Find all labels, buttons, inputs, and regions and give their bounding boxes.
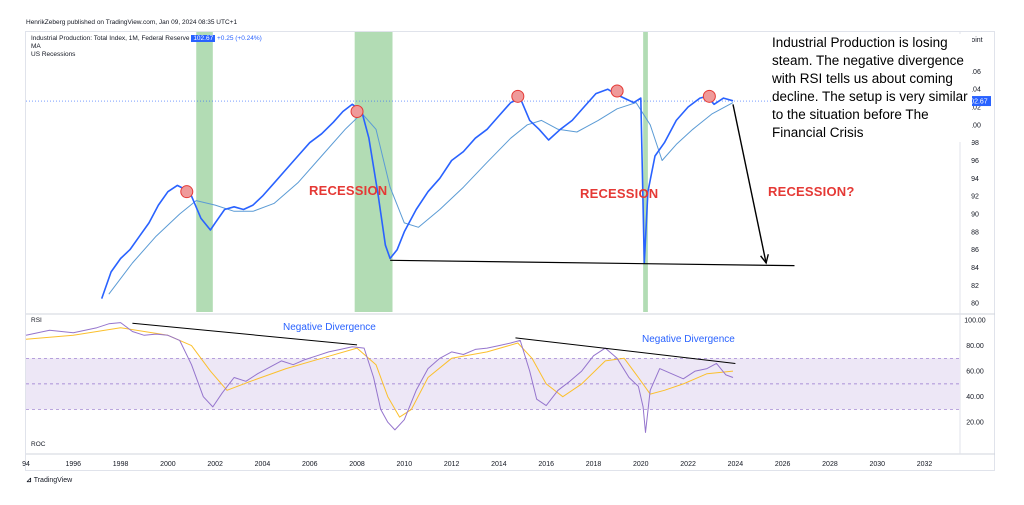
series-name: Industrial Production: Total Index, 1M, … xyxy=(31,35,190,42)
y-tick-label: 94 xyxy=(971,176,979,183)
change-value: +0.25 (+0.24%) xyxy=(217,35,262,42)
roc-legend: ROC xyxy=(31,441,46,448)
recession-label-2008: RECESSION xyxy=(309,183,388,198)
rsi-tick-label: 20.00 xyxy=(966,420,984,427)
y-tick-label: 90 xyxy=(971,211,979,218)
y-tick-label: 84 xyxy=(971,265,979,272)
x-tick-label: 1998 xyxy=(113,461,129,468)
x-tick-label: 2006 xyxy=(302,461,318,468)
recessions-legend: US Recessions xyxy=(31,51,76,58)
rsi-band xyxy=(26,358,960,410)
tradingview-brand: ⊿ TradingView xyxy=(26,476,72,484)
x-tick-label: 2010 xyxy=(397,461,413,468)
last-price-tag xyxy=(963,96,991,107)
y-tick-label: 86 xyxy=(971,247,979,254)
rsi-tick-label: 40.00 xyxy=(966,394,984,401)
y-tick-label: 88 xyxy=(971,229,979,236)
divergence-label-2008: Negative Divergence xyxy=(283,322,376,333)
y-tick-label: 80 xyxy=(971,301,979,308)
rsi-ma-line xyxy=(25,327,734,418)
peak-marker xyxy=(511,89,525,103)
commentary-note: Industrial Production is losing steam. T… xyxy=(772,34,972,142)
x-tick-label: 2002 xyxy=(207,461,223,468)
x-tick-label: 2020 xyxy=(633,461,649,468)
y-tick-label: 102 xyxy=(969,105,981,112)
x-tick-label: 2032 xyxy=(917,461,933,468)
rsi-tick-label: 100.00 xyxy=(964,318,986,325)
divergence-line xyxy=(132,322,358,346)
y-tick-label: 92 xyxy=(971,194,979,201)
y-tick-label: 100 xyxy=(969,122,981,129)
decline-arrow-shaft xyxy=(732,104,767,264)
recession-band xyxy=(643,32,648,312)
x-tick-label: 2014 xyxy=(491,461,507,468)
tradingview-logo-icon: ⊿ xyxy=(26,477,32,484)
peak-marker xyxy=(702,89,716,103)
divergence-label-2023: Negative Divergence xyxy=(642,334,735,345)
x-tick-label: 1996 xyxy=(66,461,82,468)
x-tick-label: 2012 xyxy=(444,461,460,468)
series-legend: Industrial Production: Total Index, 1M, … xyxy=(31,35,262,42)
rsi-tick-label: 60.00 xyxy=(966,369,984,376)
y-tick-label: 104 xyxy=(969,87,981,94)
x-tick-label: 2018 xyxy=(586,461,602,468)
recession-label-2020: RECESSION xyxy=(580,186,659,201)
rsi-tick-label: 80.00 xyxy=(966,343,984,350)
divergence-line xyxy=(515,337,736,364)
y-tick-label: 82 xyxy=(971,283,979,290)
axis-unit-label: point xyxy=(967,37,982,44)
support-line xyxy=(390,259,795,267)
x-tick-label: 2030 xyxy=(869,461,885,468)
x-tick-label: 2028 xyxy=(822,461,838,468)
peak-marker xyxy=(180,185,194,199)
x-tick-label: 2004 xyxy=(255,461,271,468)
y-tick-label: 106 xyxy=(969,69,981,76)
last-price-tag-label: 102.67 xyxy=(966,99,988,106)
price-line xyxy=(100,88,734,299)
chart-frame xyxy=(25,31,995,471)
x-tick-label: 2008 xyxy=(349,461,365,468)
x-tick-label: 2024 xyxy=(728,461,744,468)
x-tick-label: 2026 xyxy=(775,461,791,468)
recession-label-future: RECESSION? xyxy=(768,184,855,199)
last-value-badge: 102.67 xyxy=(191,35,216,42)
x-tick-label: 2016 xyxy=(538,461,554,468)
rsi-legend: RSI xyxy=(31,317,42,324)
y-tick-label: 96 xyxy=(971,158,979,165)
recession-band xyxy=(196,32,213,312)
peak-marker xyxy=(350,104,364,118)
publisher-header: HenrikZeberg published on TradingView.co… xyxy=(26,19,238,26)
brand-name: TradingView xyxy=(33,477,73,484)
x-tick-label: 94 xyxy=(22,461,30,468)
ma-line xyxy=(108,102,734,295)
y-tick-label: 98 xyxy=(971,140,979,147)
rsi-line xyxy=(25,322,734,433)
ma-legend: MA xyxy=(31,43,41,50)
decline-arrow-head xyxy=(760,254,769,265)
peak-marker xyxy=(610,84,624,98)
x-tick-label: 2000 xyxy=(160,461,176,468)
x-tick-label: 2022 xyxy=(680,461,696,468)
